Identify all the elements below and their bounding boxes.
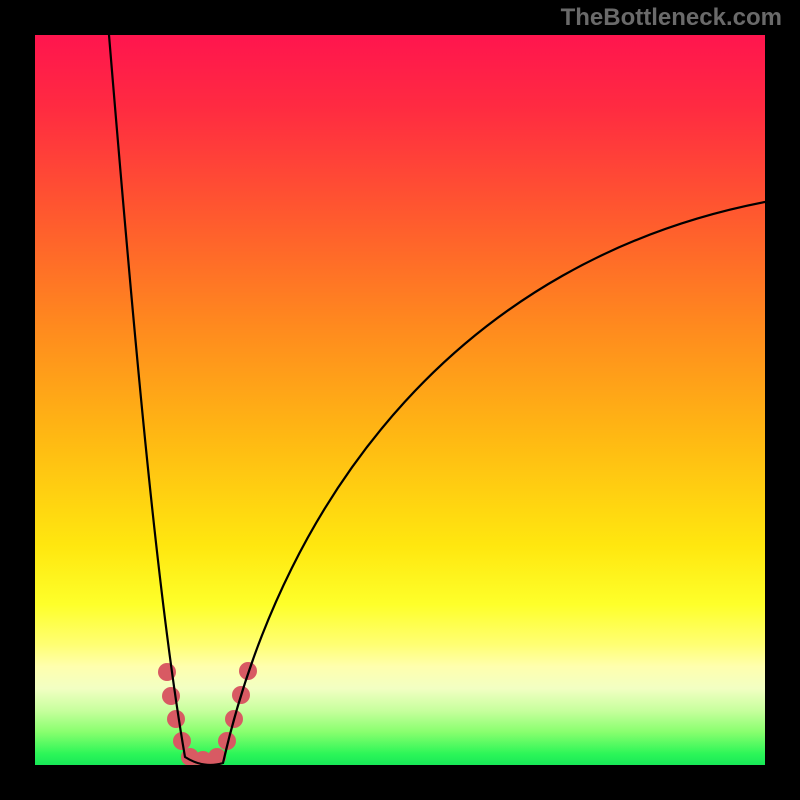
watermark-text: TheBottleneck.com	[561, 4, 782, 32]
trough-marker	[167, 710, 185, 728]
bottleneck-curve	[109, 35, 765, 765]
curve-layer	[35, 35, 765, 765]
plot-area	[35, 35, 765, 765]
